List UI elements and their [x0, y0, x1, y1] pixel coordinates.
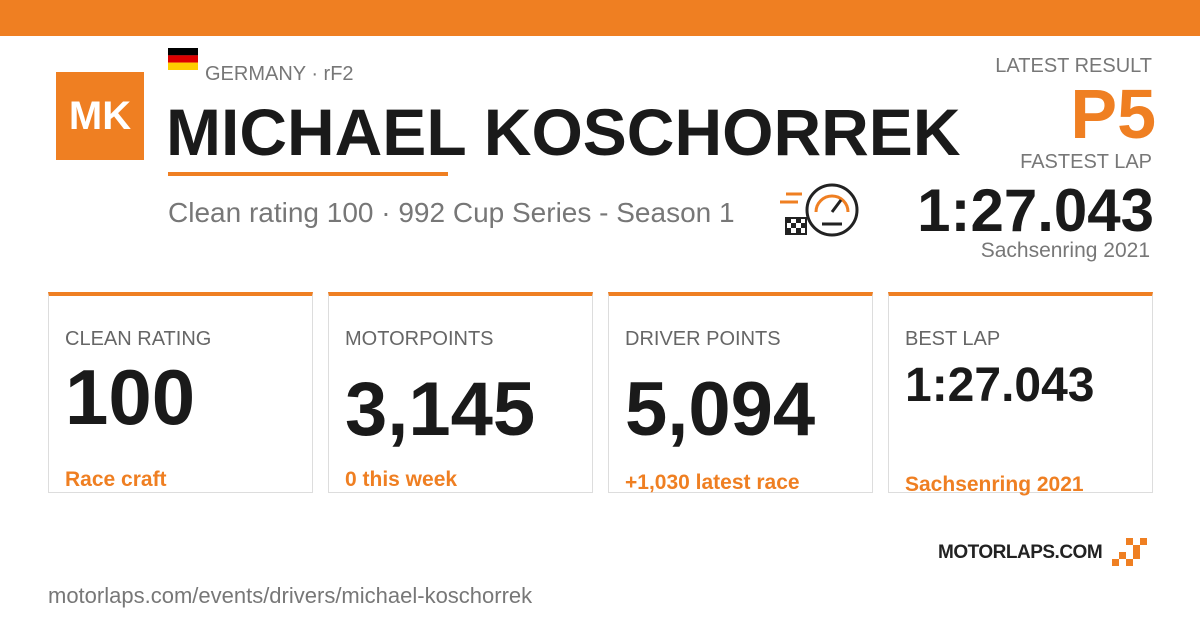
card-note: 0 this week	[345, 468, 458, 491]
latest-result: P5	[1070, 75, 1156, 153]
url: motorlaps.com/events/drivers/michael-kos…	[48, 583, 533, 608]
card-note: +1,030 latest race	[625, 471, 800, 494]
stat-card: MOTORPOINTS 3,145 0 this week	[328, 292, 593, 493]
brand-logo	[1112, 538, 1147, 566]
stat-card: BEST LAP 1:27.043 Sachsenring 2021	[888, 292, 1153, 496]
driver-name: MICHAEL KOSCHORREK	[166, 95, 961, 169]
subtitle: Clean rating 100 · 992 Cup Series - Seas…	[168, 197, 735, 228]
card-label: DRIVER POINTS	[625, 328, 781, 350]
underline	[168, 172, 448, 176]
fastest-lap-track: Sachsenring 2021	[980, 239, 1150, 262]
speed-icon	[776, 180, 862, 244]
card-note: Sachsenring 2021	[905, 473, 1084, 496]
card-value: 100	[65, 353, 196, 441]
top-bar	[0, 0, 1200, 36]
card-value: 1:27.043	[905, 359, 1095, 412]
stat-card: DRIVER POINTS 5,094 +1,030 latest race	[608, 292, 873, 494]
avatar: MK	[56, 72, 144, 160]
card-label: CLEAN RATING	[65, 328, 212, 350]
card-note: Race craft	[65, 468, 167, 491]
fastest-lap: 1:27.043	[917, 177, 1154, 244]
latest-result-label: LATEST RESULT	[995, 55, 1152, 77]
card-value: 5,094	[625, 367, 816, 452]
stat-card: CLEAN RATING 100 Race craft	[48, 292, 313, 493]
fastest-lap-label: FASTEST LAP	[1020, 151, 1152, 173]
card-label: BEST LAP	[905, 328, 1001, 350]
card-label: MOTORPOINTS	[345, 328, 494, 350]
card-value: 3,145	[345, 367, 536, 452]
origin: GERMANY · rF2	[205, 63, 354, 85]
flag	[168, 48, 198, 70]
brand: MOTORLAPS.COM	[938, 542, 1103, 563]
